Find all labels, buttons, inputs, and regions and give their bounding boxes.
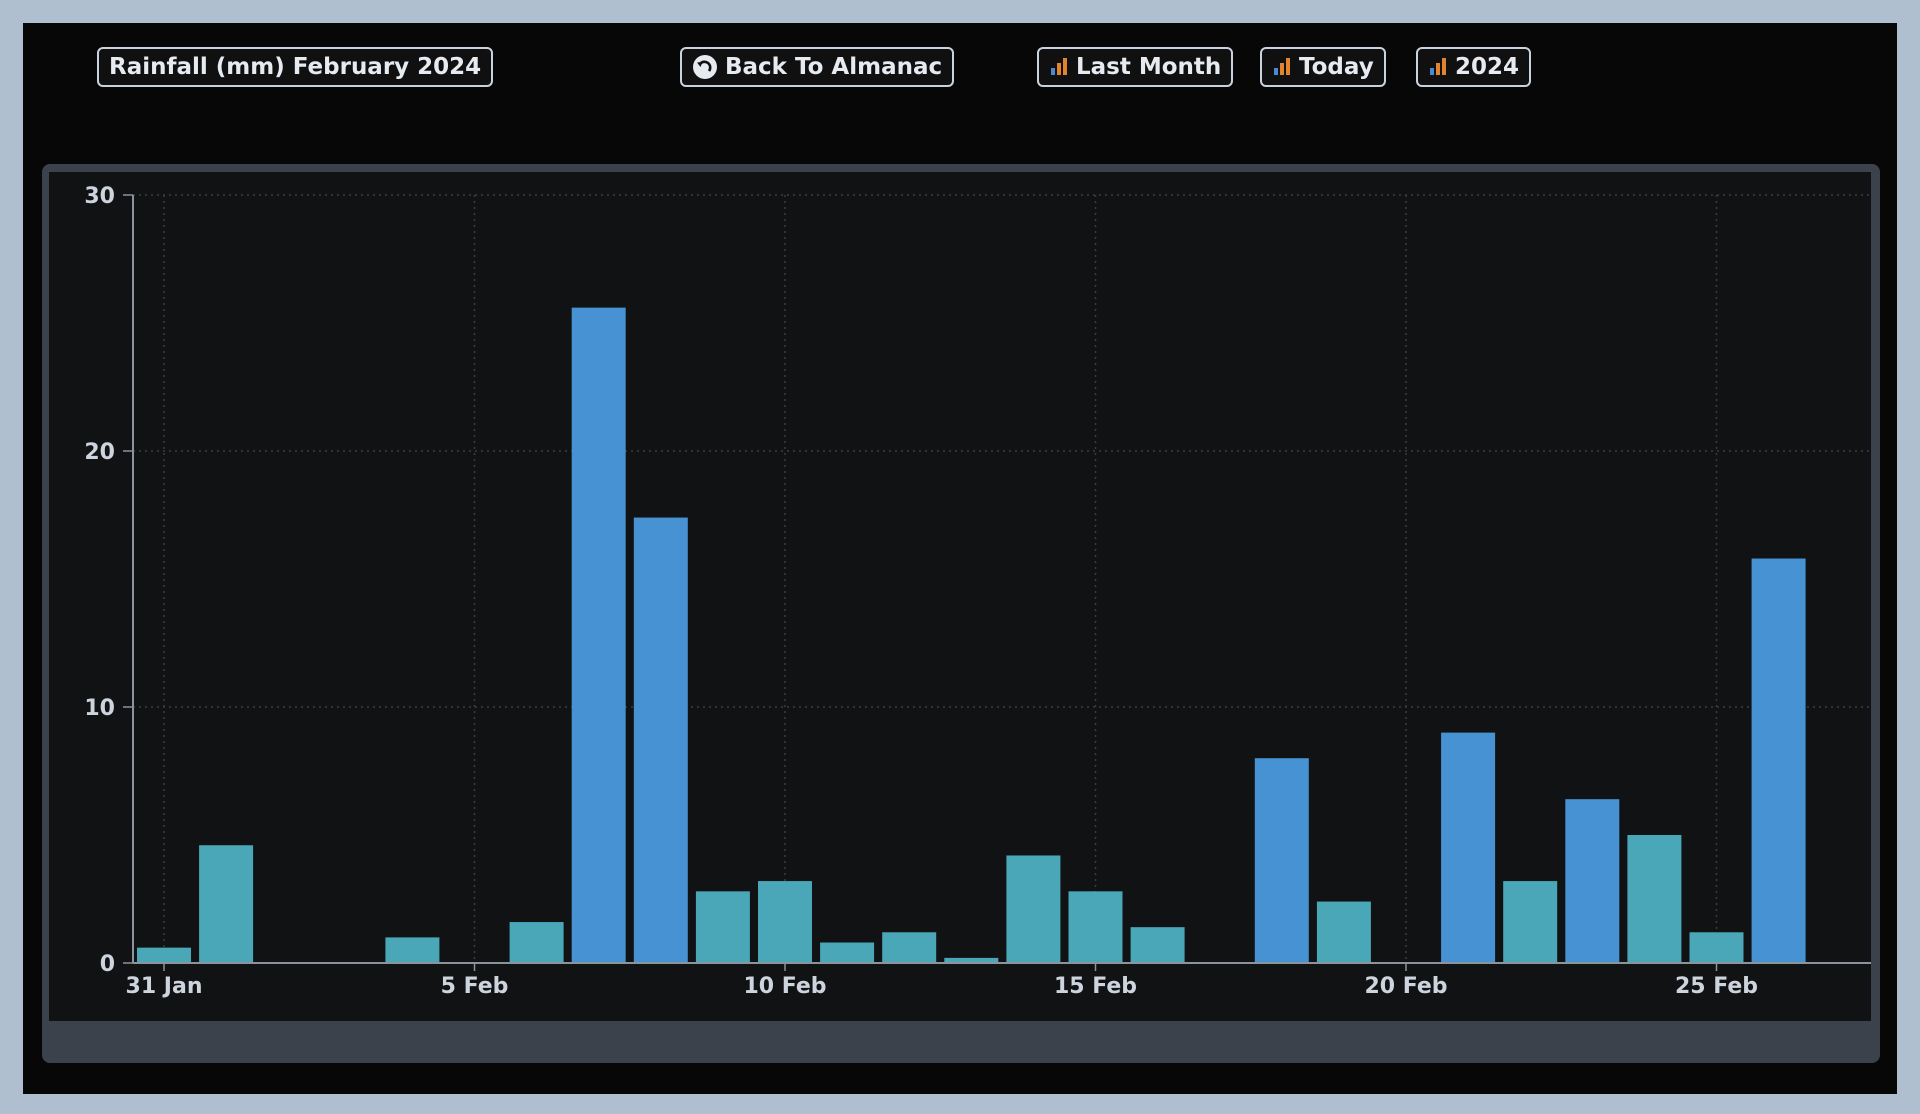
bar — [1130, 927, 1185, 963]
y-tick-label: 0 — [100, 952, 115, 977]
back-to-almanac-label: Back To Almanac — [725, 54, 943, 80]
bar-chart-icon — [1430, 58, 1446, 75]
bar — [1006, 855, 1061, 963]
bar — [820, 942, 875, 963]
x-tick-label: 15 Feb — [1054, 974, 1137, 999]
chart-title-label: Rainfall (mm) February 2024 — [109, 54, 482, 80]
bar — [1751, 558, 1806, 963]
chart-plot-area: 0 10 20 30 31 Jan 5 Feb 10 Feb 15 Feb 20 Feb 25 F… — [49, 172, 1871, 1021]
x-tick-label: 25 Feb — [1675, 974, 1758, 999]
today-button[interactable]: Today — [1260, 47, 1386, 87]
last-month-button[interactable]: Last Month — [1037, 47, 1234, 87]
bar — [1503, 881, 1558, 963]
year-2024-button[interactable]: 2024 — [1416, 47, 1532, 87]
bar-chart-icon — [1051, 58, 1067, 75]
bar — [633, 517, 688, 963]
bar — [571, 307, 626, 963]
bar — [385, 937, 440, 963]
bar-chart-icon — [1274, 58, 1290, 75]
x-tick-label: 5 Feb — [441, 974, 509, 999]
y-tick-label: 10 — [84, 696, 115, 721]
rainfall-bar-chart: 0 10 20 30 31 Jan 5 Feb 10 Feb 15 Feb 20 Feb 25 F… — [84, 184, 1871, 999]
year-2024-label: 2024 — [1455, 54, 1520, 80]
bar — [137, 947, 191, 963]
circle-arrow-back-icon — [693, 55, 717, 79]
bar — [758, 881, 812, 963]
bar — [1565, 799, 1620, 963]
bar — [199, 845, 254, 963]
x-tick-label: 10 Feb — [743, 974, 826, 999]
today-label: Today — [1299, 54, 1374, 80]
y-tick-label: 20 — [84, 440, 115, 465]
app-frame: Rainfall (mm) February 2024 Back To Alma… — [23, 23, 1897, 1094]
bar — [1254, 758, 1309, 963]
chart-title-button[interactable]: Rainfall (mm) February 2024 — [97, 47, 494, 87]
bar — [509, 922, 564, 963]
bar — [1316, 901, 1371, 963]
x-tick-label: 20 Feb — [1364, 974, 1447, 999]
bar — [1689, 932, 1744, 963]
bar — [944, 957, 999, 963]
bar — [1627, 835, 1682, 963]
back-to-almanac-button[interactable]: Back To Almanac — [680, 47, 955, 87]
y-tick-label: 30 — [84, 184, 115, 209]
last-month-label: Last Month — [1076, 54, 1222, 80]
bar — [1068, 891, 1123, 963]
bar — [1441, 732, 1496, 963]
bar — [695, 891, 750, 963]
bar — [882, 932, 937, 963]
x-tick-label: 31 Jan — [126, 974, 203, 999]
